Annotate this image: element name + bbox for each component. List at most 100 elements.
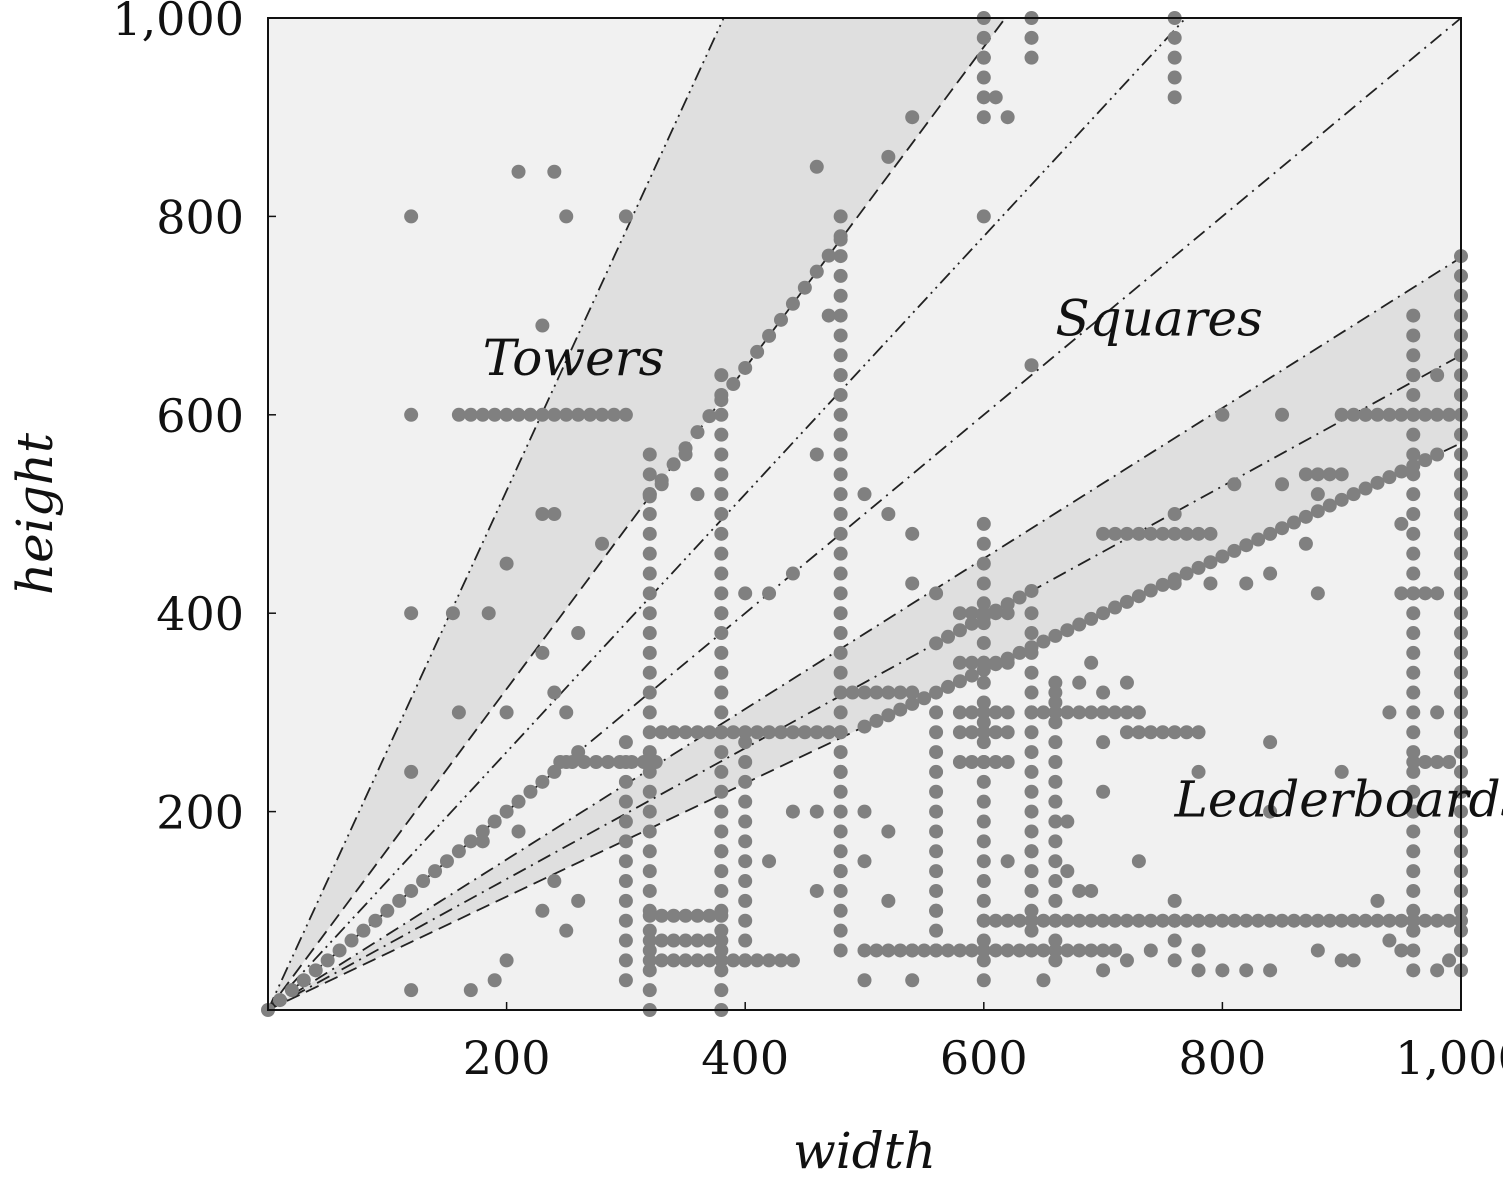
data-point — [618, 774, 633, 789]
data-point — [1406, 427, 1421, 442]
data-point — [1275, 407, 1290, 422]
data-point — [1406, 645, 1421, 660]
data-point — [445, 606, 460, 621]
data-point — [1096, 943, 1111, 958]
data-point — [785, 804, 800, 819]
data-point — [833, 526, 848, 541]
data-point — [511, 824, 526, 839]
data-point — [1406, 913, 1421, 928]
data-point — [1406, 745, 1421, 760]
data-point — [1406, 804, 1421, 819]
data-point — [809, 804, 824, 819]
data-point — [833, 268, 848, 283]
data-point — [952, 705, 967, 720]
data-point — [1167, 50, 1182, 65]
data-point — [1024, 30, 1039, 45]
data-point — [690, 933, 705, 948]
data-point — [1024, 745, 1039, 760]
data-point — [952, 606, 967, 621]
data-point — [976, 576, 991, 591]
data-point — [1179, 725, 1194, 740]
data-point — [976, 662, 991, 677]
data-point — [463, 983, 478, 998]
data-point — [714, 626, 729, 641]
data-point — [1406, 963, 1421, 978]
data-point — [1024, 923, 1039, 938]
data-point — [929, 784, 944, 799]
data-point — [475, 407, 490, 422]
data-point — [1263, 735, 1278, 750]
data-point — [618, 893, 633, 908]
data-point — [773, 312, 788, 327]
data-point — [392, 893, 407, 908]
data-point — [1143, 526, 1158, 541]
data-point — [988, 90, 1003, 105]
data-point — [535, 407, 550, 422]
x-tick-label: 600 — [940, 1031, 1028, 1085]
data-point — [1108, 705, 1123, 720]
data-point — [678, 908, 693, 923]
data-point — [499, 953, 514, 968]
data-point — [1442, 953, 1457, 968]
x-tick-label: 200 — [463, 1031, 551, 1085]
data-point — [1167, 30, 1182, 45]
data-point — [714, 745, 729, 760]
data-point — [773, 725, 788, 740]
data-point — [1167, 893, 1182, 908]
data-point — [1286, 515, 1301, 530]
data-point — [833, 328, 848, 343]
data-point — [976, 874, 991, 889]
data-point — [1179, 526, 1194, 541]
data-point — [833, 705, 848, 720]
data-point — [952, 725, 967, 740]
data-point — [976, 943, 991, 958]
data-point — [1167, 933, 1182, 948]
data-point — [1263, 804, 1278, 819]
data-point — [487, 814, 502, 829]
data-point — [618, 814, 633, 829]
data-point — [738, 814, 753, 829]
data-point — [988, 755, 1003, 769]
data-point — [678, 447, 693, 462]
data-point — [1406, 883, 1421, 898]
data-point — [1382, 705, 1397, 720]
data-point — [833, 586, 848, 601]
data-point — [1406, 546, 1421, 561]
data-point — [642, 745, 657, 760]
y-tick-label: 400 — [156, 587, 244, 641]
points-layer — [261, 11, 1468, 1017]
data-point — [559, 209, 574, 224]
data-point — [1000, 725, 1015, 740]
data-point — [1024, 903, 1039, 918]
data-point — [738, 735, 753, 750]
data-point — [988, 943, 1003, 958]
data-point — [833, 824, 848, 839]
data-point — [642, 883, 657, 898]
data-point — [833, 764, 848, 779]
data-point — [1239, 913, 1254, 928]
data-point — [929, 725, 944, 740]
data-point — [714, 824, 729, 839]
data-point — [833, 784, 848, 799]
data-point — [523, 407, 538, 422]
data-point — [1084, 611, 1099, 626]
data-point — [809, 159, 824, 174]
data-point — [869, 943, 884, 958]
data-point — [976, 913, 991, 928]
data-point — [738, 913, 753, 928]
data-point — [1048, 874, 1063, 889]
data-point — [714, 507, 729, 521]
data-point — [1406, 844, 1421, 859]
data-point — [475, 824, 490, 839]
data-point — [1024, 640, 1039, 655]
data-point — [1048, 953, 1063, 968]
data-point — [642, 963, 657, 978]
data-point — [1167, 70, 1182, 85]
data-point — [654, 908, 669, 923]
data-point — [941, 943, 956, 958]
data-point — [964, 655, 979, 670]
data-point — [857, 854, 872, 869]
data-point — [976, 794, 991, 809]
data-point — [1167, 725, 1182, 740]
data-point — [428, 864, 443, 879]
